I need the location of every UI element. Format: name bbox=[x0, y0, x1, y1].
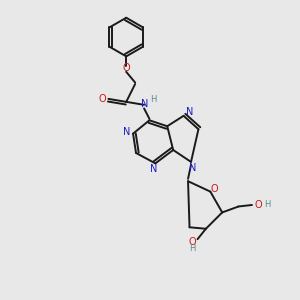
Text: N: N bbox=[123, 127, 131, 137]
Text: N: N bbox=[189, 163, 196, 173]
Text: N: N bbox=[141, 99, 148, 109]
Text: O: O bbox=[211, 184, 218, 194]
Text: O: O bbox=[98, 94, 106, 104]
Text: O: O bbox=[122, 63, 130, 73]
Text: N: N bbox=[150, 164, 158, 174]
Text: N: N bbox=[186, 107, 193, 117]
Text: O: O bbox=[255, 200, 262, 210]
Text: H: H bbox=[264, 200, 271, 209]
Text: O: O bbox=[189, 237, 196, 247]
Text: H: H bbox=[189, 244, 196, 253]
Text: H: H bbox=[150, 95, 156, 104]
